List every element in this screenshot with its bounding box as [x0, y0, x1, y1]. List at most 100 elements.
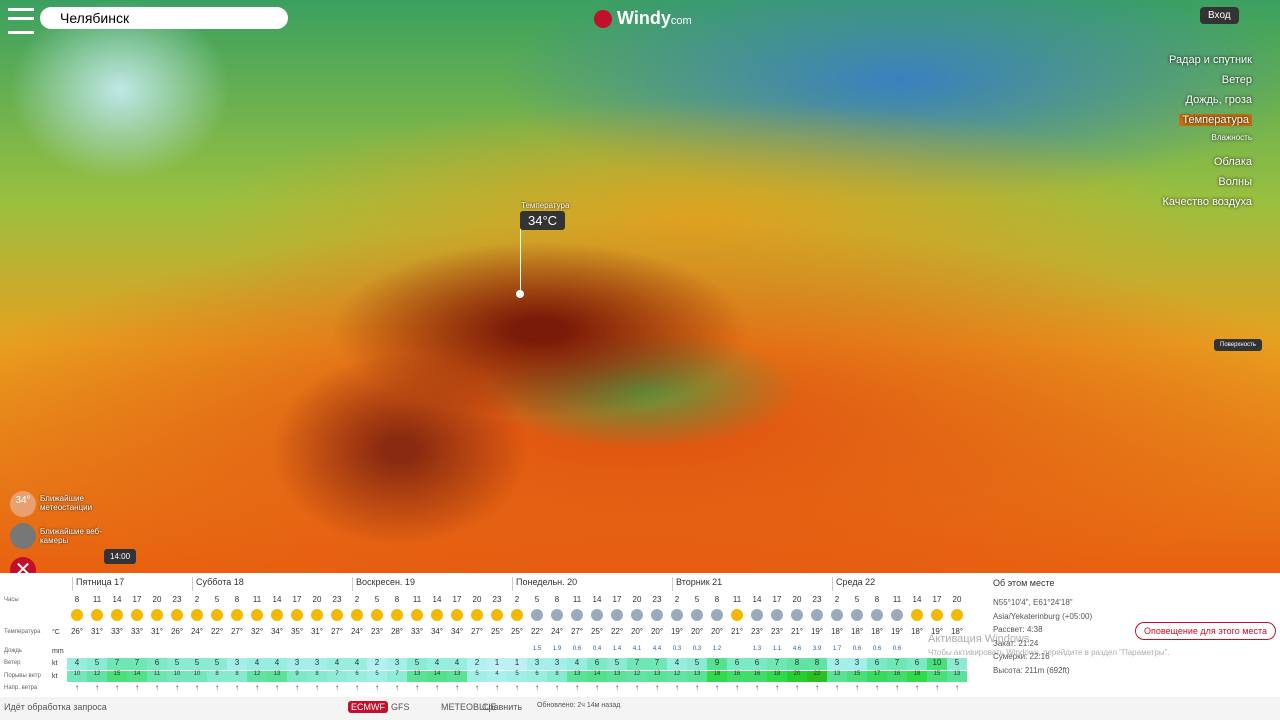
alert-button[interactable]: Оповещение для этого места: [1135, 622, 1276, 640]
temperature: 24°: [350, 627, 364, 636]
hour: 5: [854, 595, 860, 604]
weather-icon: [231, 609, 243, 621]
weather-icon: [931, 609, 943, 621]
rain: 0.3: [672, 646, 682, 652]
weather-icon: [871, 609, 883, 621]
rain: 1.3: [752, 646, 762, 652]
weather-icon: [251, 609, 263, 621]
hour: 8: [874, 595, 880, 604]
weather-icon: [391, 609, 403, 621]
temperature: 18°: [850, 627, 864, 636]
hour: 20: [152, 595, 162, 604]
gust: 5: [507, 671, 527, 682]
surface-button[interactable]: Поверхность: [1214, 339, 1262, 351]
model-tab[interactable]: ECMWF: [348, 701, 388, 713]
gust: 6: [347, 671, 367, 682]
hour: 17: [132, 595, 142, 604]
layer-item[interactable]: Качество воздуха: [1162, 196, 1253, 208]
layer-item[interactable]: Облака: [1213, 156, 1252, 168]
layer-item[interactable]: Радар и спутник: [1168, 54, 1252, 66]
rain: 4.4: [652, 646, 662, 652]
gust: 10: [187, 671, 207, 682]
weather-icon: [331, 609, 343, 621]
wind: 5: [187, 658, 207, 670]
rain: 0.6: [852, 646, 862, 652]
wind-arrow: ↑: [635, 683, 639, 692]
stations-badge[interactable]: 34°: [10, 491, 36, 517]
rain: 1.7: [832, 646, 842, 652]
row-label: Дождь: [4, 648, 23, 654]
place-title: Об этом месте: [993, 578, 1055, 588]
login-button[interactable]: Вход: [1200, 7, 1239, 24]
status: Идёт обработка запроса: [4, 702, 107, 712]
wind: 7: [647, 658, 667, 670]
weather-icon: [811, 609, 823, 621]
wind: 3: [307, 658, 327, 670]
layer-item[interactable]: Дождь, гроза: [1185, 94, 1252, 106]
wind-arrow: ↑: [675, 683, 679, 692]
weather-icon: [171, 609, 183, 621]
hour: 2: [834, 595, 840, 604]
wind: 4: [267, 658, 287, 670]
stations-link[interactable]: Ближайшие метеостанции: [40, 494, 93, 512]
gust: 12: [667, 671, 687, 682]
wind: 6: [147, 658, 167, 670]
gust: 15: [847, 671, 867, 682]
wind-arrow: ↑: [455, 683, 459, 692]
hour: 8: [714, 595, 720, 604]
model-tab[interactable]: METEOBLUE: [441, 702, 497, 712]
logo[interactable]: Windycom: [594, 8, 692, 29]
wind: 5: [207, 658, 227, 670]
wind: 4: [667, 658, 687, 670]
wind-arrow: ↑: [115, 683, 119, 692]
gust: 12: [87, 671, 107, 682]
rain: 0.6: [872, 646, 882, 652]
weather-icon: [591, 609, 603, 621]
gust: 15: [927, 671, 947, 682]
logo-text: Windy: [617, 8, 671, 28]
temperature: 33°: [410, 627, 424, 636]
wind: 1: [487, 658, 507, 670]
temperature: 23°: [370, 627, 384, 636]
gust: 5: [367, 671, 387, 682]
wind: 2: [367, 658, 387, 670]
weather-icon: [831, 609, 843, 621]
search-box[interactable]: Челябинск: [40, 7, 288, 29]
temperature: 20°: [710, 627, 724, 636]
map[interactable]: [0, 0, 1280, 573]
wind: 3: [847, 658, 867, 670]
webcams-icon[interactable]: [10, 523, 36, 549]
weather-icon: [411, 609, 423, 621]
wind: 7: [127, 658, 147, 670]
hour: 11: [732, 595, 742, 604]
hour: 14: [112, 595, 122, 604]
hour: 17: [932, 595, 942, 604]
wind: 9: [707, 658, 727, 670]
forecast-panel: Часы Температура Дождь Ветер Порывы ветр Напр…: [0, 573, 1280, 697]
gust: 12: [627, 671, 647, 682]
layer-item[interactable]: Влажность: [1211, 133, 1252, 142]
layer-item[interactable]: Температура: [1179, 114, 1252, 126]
hour: 8: [74, 595, 80, 604]
hour: 20: [952, 595, 962, 604]
wind: 4: [327, 658, 347, 670]
temperature: 25°: [490, 627, 504, 636]
wind-arrow: ↑: [915, 683, 919, 692]
temperature: 25°: [590, 627, 604, 636]
gust: 14: [127, 671, 147, 682]
layer-item[interactable]: Ветер: [1221, 74, 1252, 86]
rain: 0.4: [592, 646, 602, 652]
temperature: 25°: [510, 627, 524, 636]
menu-button[interactable]: [8, 8, 34, 34]
layer-item[interactable]: Волны: [1218, 176, 1252, 188]
compare[interactable]: Сравнить: [482, 702, 523, 712]
hour: 23: [492, 595, 502, 604]
wind-arrow: ↑: [155, 683, 159, 692]
model-tab[interactable]: GFS: [391, 702, 410, 712]
webcams-link[interactable]: Ближайшие веб-камеры: [40, 527, 102, 545]
time-marker[interactable]: 14:00: [104, 549, 137, 564]
row-label: Напр. ветра: [4, 685, 38, 691]
temperature: 22°: [610, 627, 624, 636]
hour: 2: [194, 595, 200, 604]
gust: 22: [807, 671, 827, 682]
